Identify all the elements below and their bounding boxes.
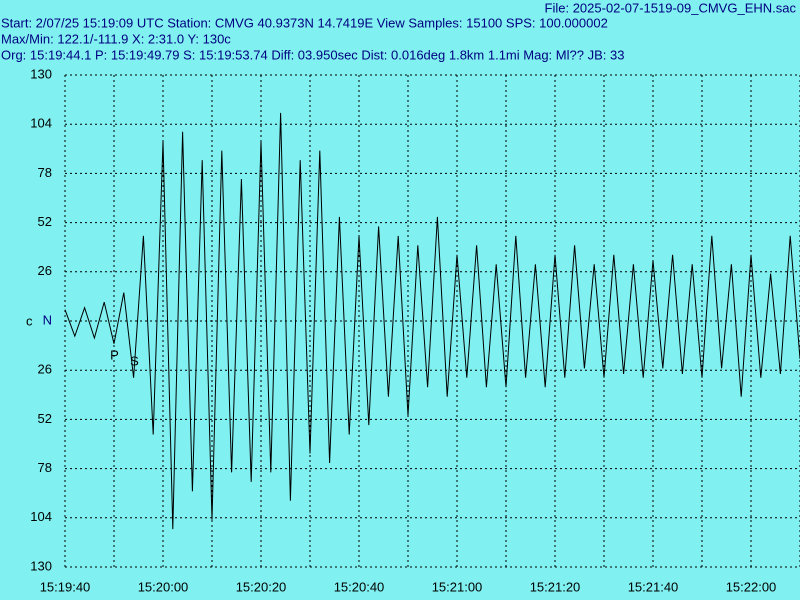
y-tick-label: 104 [30,116,52,131]
pick-label: S [130,353,139,368]
y-tick-label: N [43,312,52,327]
header-line: Start: 2/07/25 15:19:09 UTC Station: CMV… [1,15,608,30]
header-line: Org: 15:19:44.1 P: 15:19:49.79 S: 15:19:… [1,47,624,62]
y-tick-label: 52 [38,411,52,426]
y-tick-label: 26 [38,263,52,278]
x-tick-label: 15:20:40 [334,579,385,594]
header-line: Max/Min: 122.1/-111.9 X: 2:31.0 Y: 130c [1,31,231,46]
y-tick-label: 52 [38,214,52,229]
x-tick-label: 15:21:20 [530,579,581,594]
file-name: File: 2025-02-07-1519-09_CMVG_EHN.sac [545,0,797,15]
pick-label: P [110,347,119,362]
y-tick-label: 78 [38,460,52,475]
x-tick-label: 15:20:20 [236,579,287,594]
x-tick-label: 15:20:00 [138,579,189,594]
channel-label: c [26,313,33,328]
x-tick-label: 15:21:00 [432,579,483,594]
y-tick-label: 130 [30,558,52,573]
x-tick-label: 15:19:40 [40,579,91,594]
waveform [64,112,800,530]
y-tick-label: 26 [38,362,52,377]
y-tick-label: 78 [38,165,52,180]
x-tick-label: 15:21:40 [628,579,679,594]
y-tick-label: 104 [30,509,52,524]
y-tick-label: 130 [30,66,52,81]
x-tick-label: 15:22:00 [726,579,777,594]
